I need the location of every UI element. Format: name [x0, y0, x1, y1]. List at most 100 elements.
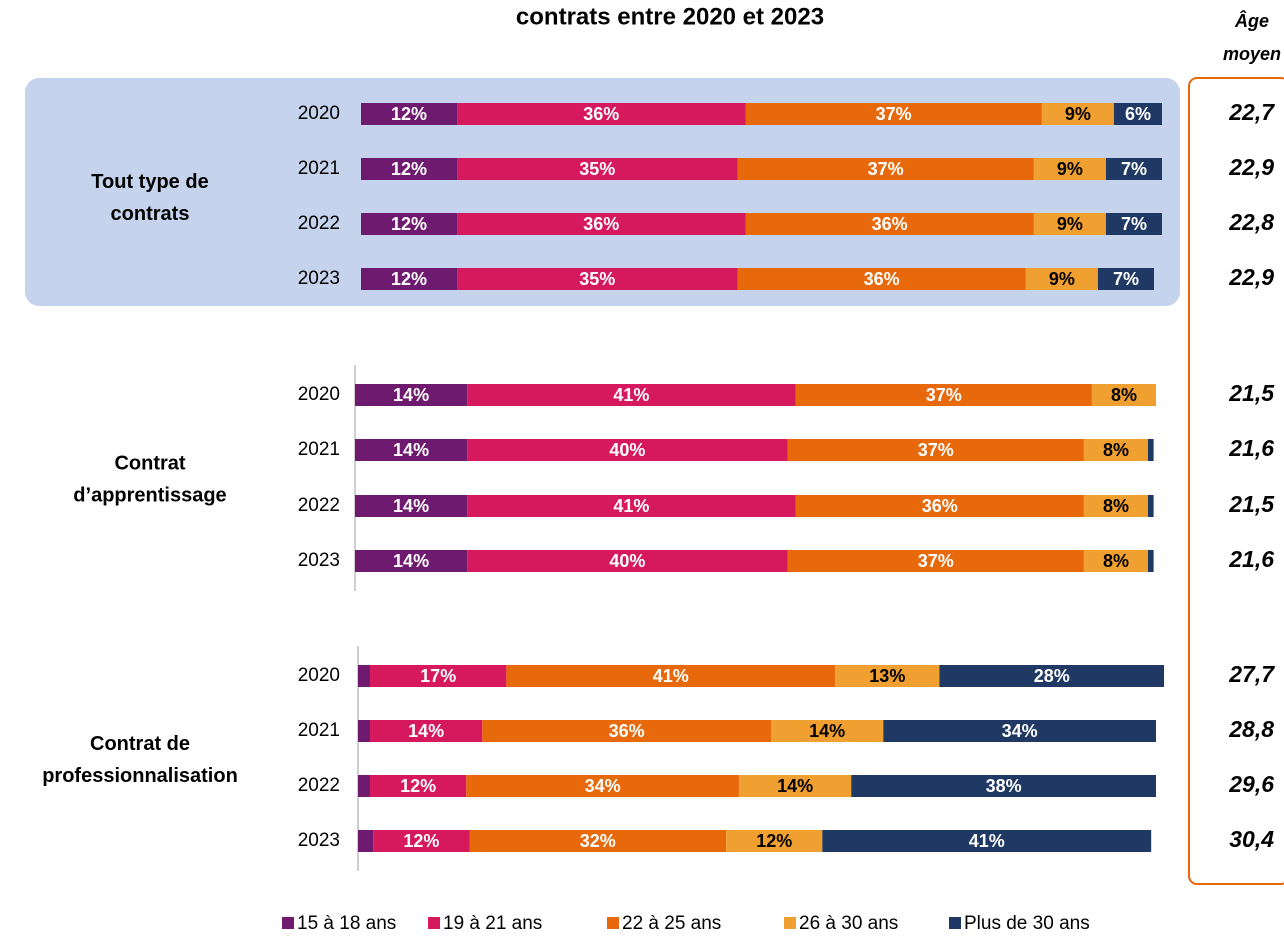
y-tick-label: 2022 [298, 213, 340, 234]
bar-segment [355, 550, 468, 572]
data-label: 12% [403, 831, 439, 851]
highlight-panel [25, 78, 1180, 306]
bar-segment [771, 720, 884, 742]
bar-segment [457, 213, 746, 235]
bar-segment [1147, 495, 1154, 517]
group-label: professionnalisation [42, 765, 238, 787]
bar-segment [457, 158, 738, 180]
avg-age-label: 29,6 [1228, 771, 1274, 797]
data-label: 36% [609, 721, 645, 741]
data-label: 35% [579, 159, 615, 179]
data-label: 8% [1111, 385, 1137, 405]
bar-segment [467, 439, 788, 461]
bar-segment [795, 384, 1092, 406]
avg-age-label: 21,6 [1228, 546, 1274, 572]
bar-segment [835, 665, 940, 687]
data-label: 7% [1121, 159, 1147, 179]
data-label: 38% [986, 776, 1022, 796]
legend-label: 22 à 25 ans [622, 913, 721, 934]
bar-segment [1041, 103, 1114, 125]
data-label: 8% [1103, 496, 1129, 516]
data-label: 41% [613, 496, 649, 516]
bar-segment [466, 775, 739, 797]
avg-age-label: 22,7 [1228, 99, 1275, 125]
avg-age-label: 21,6 [1228, 435, 1274, 461]
legend-label: 15 à 18 ans [297, 913, 396, 934]
bar-segment [737, 268, 1026, 290]
data-label: 36% [583, 104, 619, 124]
data-label: 32% [580, 831, 616, 851]
bar-segment [457, 268, 738, 290]
y-tick-label: 2020 [298, 103, 340, 124]
avg-age-header: moyen [1223, 44, 1281, 64]
bar-segment [358, 720, 371, 742]
y-tick-label: 2020 [298, 665, 340, 686]
data-label: 36% [864, 269, 900, 289]
bar-segment [1113, 103, 1162, 125]
data-label: 34% [585, 776, 621, 796]
data-label: 40% [609, 551, 645, 571]
data-label: 12% [391, 104, 427, 124]
avg-age-label: 21,5 [1228, 491, 1275, 517]
data-label: 7% [1113, 269, 1139, 289]
legend-swatch [784, 917, 796, 929]
bar-segment [1097, 268, 1154, 290]
bar-segment [370, 775, 467, 797]
data-label: 41% [613, 385, 649, 405]
data-label: 28% [1034, 666, 1070, 686]
legend-swatch [282, 917, 294, 929]
y-tick-label: 2021 [298, 720, 340, 741]
data-label: 12% [400, 776, 436, 796]
group-label: Contrat de [90, 733, 190, 755]
data-label: 34% [1002, 721, 1038, 741]
legend-swatch [949, 917, 961, 929]
bar-segment [1147, 550, 1154, 572]
bar-segment [1091, 384, 1156, 406]
data-label: 6% [1125, 104, 1151, 124]
y-tick-label: 2021 [298, 439, 340, 460]
chart-title: contrats entre 2020 et 2023 [516, 3, 824, 30]
data-label: 41% [969, 831, 1005, 851]
bar-segment [822, 830, 1152, 852]
group-label: d’apprentissage [73, 484, 226, 506]
group-label: Contrat [114, 452, 185, 474]
avg-age-label: 30,4 [1229, 826, 1274, 852]
data-label: 17% [420, 666, 456, 686]
data-label: 8% [1103, 440, 1129, 460]
bar-segment [737, 158, 1034, 180]
data-label: 9% [1065, 104, 1091, 124]
bar-segment [939, 665, 1165, 687]
bar-segment [1033, 158, 1106, 180]
data-label: 14% [393, 385, 429, 405]
legend-label: 26 à 30 ans [799, 913, 898, 934]
avg-age-label: 21,5 [1228, 380, 1275, 406]
legend-swatch [607, 917, 619, 929]
avg-age-label: 22,9 [1228, 154, 1274, 180]
bar-segment [787, 550, 1084, 572]
data-label: 14% [809, 721, 845, 741]
data-label: 35% [579, 269, 615, 289]
bar-segment [361, 103, 458, 125]
data-label: 13% [869, 666, 905, 686]
bar-segment [1147, 439, 1154, 461]
bar-segment [358, 775, 371, 797]
bar-segment [361, 213, 458, 235]
bar-segment [883, 720, 1156, 742]
bar-segment [370, 720, 483, 742]
data-label: 8% [1103, 551, 1129, 571]
bar-segment [361, 158, 458, 180]
bar-segment [1105, 158, 1162, 180]
data-label: 14% [408, 721, 444, 741]
data-label: 14% [393, 440, 429, 460]
data-label: 12% [756, 831, 792, 851]
data-label: 12% [391, 159, 427, 179]
bar-segment [745, 213, 1034, 235]
y-tick-label: 2023 [298, 268, 340, 289]
bar-segment [373, 830, 470, 852]
data-label: 36% [583, 214, 619, 234]
group-label: contrats [111, 203, 190, 225]
data-label: 37% [926, 385, 962, 405]
data-label: 37% [876, 104, 912, 124]
bar-segment [1083, 495, 1148, 517]
bar-segment [358, 665, 371, 687]
